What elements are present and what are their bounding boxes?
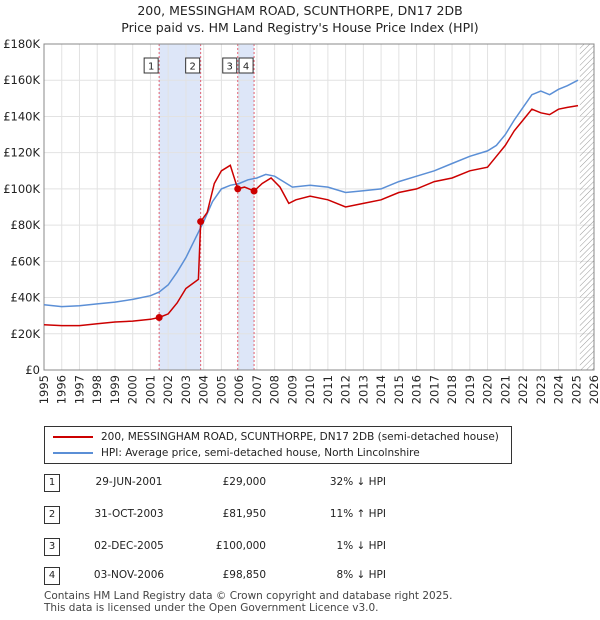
transaction-price: £98,850 bbox=[222, 569, 266, 581]
price-chart: 1 2 3 4 £0 £20K £40K £60K £80K £100K £120K £140K £16… bbox=[3, 37, 600, 404]
property-price-line bbox=[43, 104, 579, 327]
x-tick-label: 2015 bbox=[392, 375, 406, 404]
y-tick-label: £120K bbox=[3, 146, 40, 160]
transaction-hpi: 11% ↑ HPI bbox=[329, 508, 386, 520]
y-tick-label: £160K bbox=[3, 73, 40, 87]
legend-item-property: 200, MESSINGHAM ROAD, SCUNTHORPE, DN17 2… bbox=[53, 429, 499, 445]
x-tick-label: 2007 bbox=[250, 375, 264, 404]
x-tick-label: 2006 bbox=[232, 375, 246, 404]
shaded-range bbox=[237, 44, 255, 370]
transaction-number: 2 bbox=[44, 506, 60, 524]
transaction-row: 3 02-DEC-2005 £100,000 1% ↓ HPI bbox=[0, 538, 600, 558]
chart-subtitle: Price paid vs. HM Land Registry's House … bbox=[121, 20, 479, 35]
chart-title: 200, MESSINGHAM ROAD, SCUNTHORPE, DN17 2… bbox=[137, 3, 463, 18]
transaction-number: 3 bbox=[44, 538, 60, 556]
footer-copyright: Contains HM Land Registry data © Crown c… bbox=[44, 590, 453, 602]
transaction-price: £81,950 bbox=[222, 508, 266, 520]
x-tick-label: 2012 bbox=[339, 375, 353, 404]
legend-property-label: 200, MESSINGHAM ROAD, SCUNTHORPE, DN17 2… bbox=[101, 431, 499, 443]
y-tick-label: £100K bbox=[3, 182, 40, 196]
y-tick-label: £80K bbox=[11, 218, 41, 232]
x-tick-label: 1996 bbox=[55, 375, 69, 404]
transaction-number: 4 bbox=[44, 567, 60, 585]
x-tick-label: 1995 bbox=[37, 375, 51, 404]
transaction-point bbox=[250, 187, 258, 195]
transaction-badge bbox=[238, 57, 254, 74]
x-tick-label: 2023 bbox=[534, 375, 548, 404]
x-tick-label: 2017 bbox=[427, 375, 441, 404]
transaction-point bbox=[234, 185, 242, 193]
transaction-point bbox=[197, 218, 205, 226]
x-tick-label: 2020 bbox=[481, 375, 495, 404]
transaction-row: 1 29-JUN-2001 £29,000 32% ↓ HPI bbox=[0, 474, 600, 494]
transaction-point bbox=[155, 313, 163, 321]
y-tick-label: £140K bbox=[3, 109, 40, 123]
transaction-badge-label: 3 bbox=[227, 62, 233, 73]
transaction-badge bbox=[185, 57, 201, 74]
y-tick-label: £40K bbox=[11, 291, 41, 305]
transaction-price: £29,000 bbox=[222, 476, 266, 488]
x-tick-label: 2010 bbox=[303, 375, 317, 404]
property-line-swatch bbox=[53, 436, 93, 438]
transaction-price: £100,000 bbox=[215, 540, 266, 552]
x-tick-label: 2009 bbox=[285, 375, 299, 404]
transaction-date: 29-JUN-2001 bbox=[95, 476, 163, 488]
transaction-badge-label: 4 bbox=[243, 62, 249, 73]
x-tick-label: 2008 bbox=[268, 375, 282, 404]
transaction-badge bbox=[143, 57, 159, 74]
x-tick-label: 2026 bbox=[587, 375, 600, 404]
transaction-hpi: 1% ↓ HPI bbox=[336, 540, 386, 552]
legend-hpi-label: HPI: Average price, semi-detached house,… bbox=[101, 447, 420, 459]
x-tick-label: 2013 bbox=[356, 375, 370, 404]
transaction-date: 02-DEC-2005 bbox=[94, 540, 164, 552]
shaded-range bbox=[159, 44, 201, 370]
chart-legend: 200, MESSINGHAM ROAD, SCUNTHORPE, DN17 2… bbox=[44, 426, 512, 464]
x-tick-label: 2014 bbox=[374, 375, 388, 404]
hpi-line-swatch bbox=[53, 452, 93, 454]
y-tick-label: £20K bbox=[11, 327, 41, 341]
x-tick-label: 2018 bbox=[445, 375, 459, 404]
transaction-number: 1 bbox=[44, 474, 60, 492]
hpi-line bbox=[43, 79, 579, 308]
x-tick-label: 1997 bbox=[72, 375, 86, 404]
y-tick-label: £0 bbox=[25, 363, 40, 377]
x-tick-label: 2000 bbox=[126, 375, 140, 404]
x-tick-label: 2021 bbox=[498, 375, 512, 404]
x-tick-label: 2004 bbox=[197, 375, 211, 404]
transaction-date: 31-OCT-2003 bbox=[94, 508, 164, 520]
transaction-badge-label: 1 bbox=[148, 62, 154, 73]
x-tick-label: 2005 bbox=[214, 375, 228, 404]
transaction-date: 03-NOV-2006 bbox=[93, 569, 165, 581]
transaction-row: 2 31-OCT-2003 £81,950 11% ↑ HPI bbox=[0, 506, 600, 526]
x-tick-label: 2022 bbox=[516, 375, 530, 404]
x-tick-label: 2025 bbox=[569, 375, 583, 404]
transaction-hpi: 8% ↓ HPI bbox=[336, 569, 386, 581]
x-tick-label: 2024 bbox=[552, 375, 566, 404]
transaction-hpi: 32% ↓ HPI bbox=[329, 476, 386, 488]
x-tick-label: 2019 bbox=[463, 375, 477, 404]
transaction-badge-label: 2 bbox=[189, 62, 195, 73]
transaction-row: 4 03-NOV-2006 £98,850 8% ↓ HPI bbox=[0, 567, 600, 587]
x-tick-label: 2016 bbox=[410, 375, 424, 404]
x-tick-label: 1999 bbox=[108, 375, 122, 404]
y-tick-label: £180K bbox=[3, 37, 40, 51]
x-tick-label: 2002 bbox=[161, 375, 175, 404]
forecast-hatch bbox=[579, 44, 594, 370]
x-tick-label: 2011 bbox=[321, 375, 335, 404]
y-tick-label: £60K bbox=[11, 254, 41, 268]
x-tick-label: 2003 bbox=[179, 375, 193, 404]
x-tick-label: 1998 bbox=[90, 375, 104, 404]
legend-item-hpi: HPI: Average price, semi-detached house,… bbox=[53, 445, 420, 461]
x-tick-label: 2001 bbox=[143, 375, 157, 404]
footer-licence: This data is licensed under the Open Gov… bbox=[44, 602, 379, 614]
transaction-badge bbox=[222, 57, 238, 74]
plot-frame bbox=[43, 43, 595, 371]
